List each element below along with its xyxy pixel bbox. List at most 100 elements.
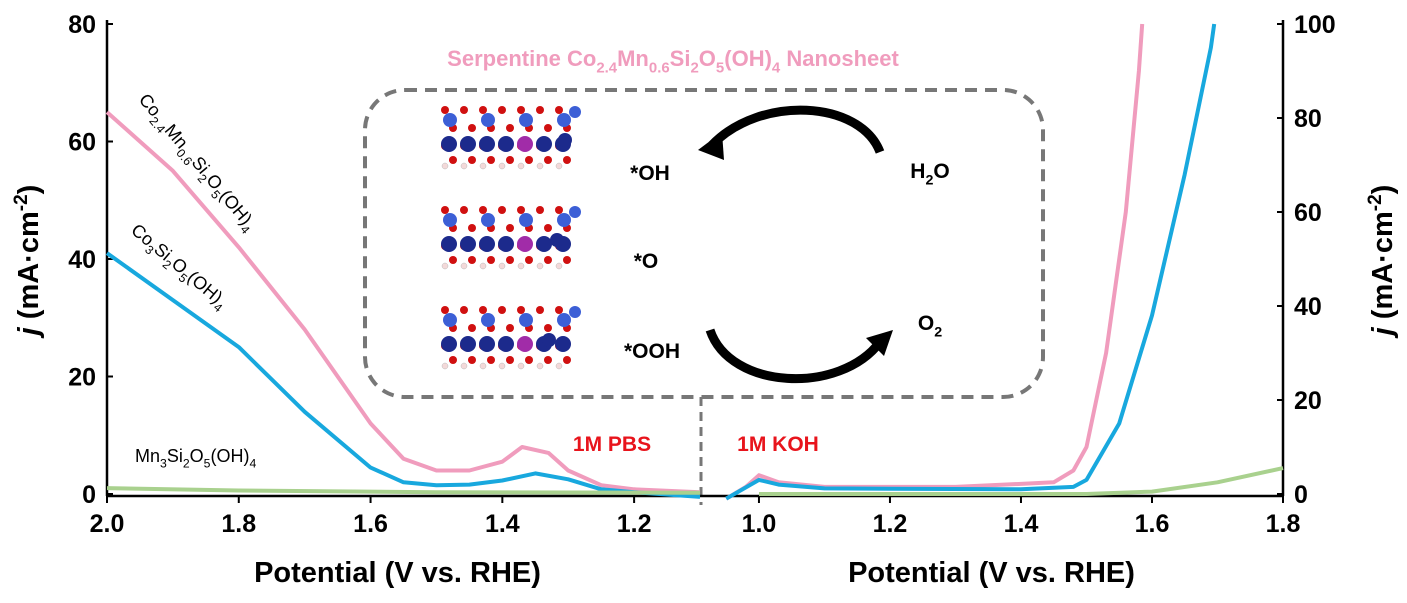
atom <box>569 206 581 218</box>
x-tick-label: 1.6 <box>353 510 388 538</box>
x-tick-label: 1.0 <box>742 510 777 538</box>
atom <box>517 262 525 270</box>
y-tick-label: 80 <box>68 11 96 39</box>
atom <box>542 333 556 347</box>
inset-label: O2 <box>918 312 942 340</box>
atom <box>536 106 544 114</box>
atom <box>479 236 495 252</box>
atom <box>555 106 563 114</box>
text-part: 2 <box>934 324 942 340</box>
text-part: Si <box>167 446 183 466</box>
x-axis-label: Potential (V vs. RHE) <box>848 557 1135 589</box>
atom <box>468 224 476 232</box>
atom <box>498 362 506 370</box>
text-part: -2 <box>1365 194 1386 211</box>
atom <box>487 256 495 264</box>
structures <box>441 106 581 370</box>
text-part: H <box>910 160 925 183</box>
atom <box>460 162 468 170</box>
atom <box>517 206 525 214</box>
atom <box>506 156 514 164</box>
atom <box>498 236 514 252</box>
atom <box>517 306 525 314</box>
atom <box>479 106 487 114</box>
atom <box>479 262 487 270</box>
atom <box>525 256 533 264</box>
y-tick-label: 0 <box>82 481 96 509</box>
atom <box>441 306 449 314</box>
atom <box>506 124 514 132</box>
atom <box>479 336 495 352</box>
text-part: Serpentine Co <box>447 46 596 71</box>
atom <box>558 133 572 147</box>
text-part: 5 <box>716 60 724 77</box>
cycle-arrow <box>708 105 885 154</box>
atom <box>517 162 525 170</box>
atom <box>544 324 552 332</box>
text-part: ) <box>13 185 45 195</box>
atom <box>555 262 563 270</box>
y2-tick-label: 100 <box>1294 11 1336 39</box>
atom <box>544 124 552 132</box>
atom <box>479 206 487 214</box>
y2-tick-label: 80 <box>1294 105 1322 133</box>
atom <box>449 156 457 164</box>
atom <box>555 362 563 370</box>
atom <box>506 256 514 264</box>
atom <box>443 113 457 127</box>
atom <box>468 256 476 264</box>
atom <box>557 213 571 227</box>
atom <box>481 113 495 127</box>
text-part: 5 <box>204 456 211 470</box>
atom <box>468 156 476 164</box>
series-label: Co3Si2O5(OH)4 <box>125 220 232 315</box>
atom <box>441 136 457 152</box>
text-part: Co <box>135 90 165 120</box>
annotation: 1M PBS <box>573 433 651 456</box>
text-part: 3 <box>160 456 167 470</box>
x-tick-label: 1.8 <box>1266 510 1301 538</box>
atom <box>460 336 476 352</box>
atom <box>498 262 506 270</box>
atom <box>468 124 476 132</box>
atom <box>517 136 533 152</box>
atom <box>449 356 457 364</box>
y2-tick-label: 20 <box>1294 387 1322 415</box>
atom <box>555 206 563 214</box>
x-tick-label: 2.0 <box>90 510 125 538</box>
atom <box>544 356 552 364</box>
atom <box>441 336 457 352</box>
atom <box>498 206 506 214</box>
text-part: Mn <box>617 46 649 71</box>
arrow-head <box>866 330 893 356</box>
atom <box>468 356 476 364</box>
inset-label: *OH <box>630 162 670 185</box>
text-part: (mA·cm <box>1367 211 1399 327</box>
text-part: (mA·cm <box>13 211 45 327</box>
atom <box>441 262 449 270</box>
atom <box>536 306 544 314</box>
atom <box>569 106 581 118</box>
atom <box>460 206 468 214</box>
atom <box>441 106 449 114</box>
x-tick-label: 1.4 <box>485 510 520 538</box>
text-part: j <box>1367 326 1399 339</box>
series-label: Co2.4Mn0.6Si2O5(OH)4 <box>132 90 261 237</box>
x-tick-label: 1.2 <box>873 510 908 538</box>
atom <box>441 362 449 370</box>
x-tick-label: 1.8 <box>221 510 256 538</box>
text-part: O <box>190 446 204 466</box>
atom <box>481 313 495 327</box>
atom <box>506 224 514 232</box>
atom <box>517 106 525 114</box>
series-label: Mn3Si2O5(OH)4 <box>135 446 256 470</box>
atom <box>563 256 571 264</box>
atom <box>555 306 563 314</box>
data-line <box>105 110 701 495</box>
atom <box>441 162 449 170</box>
text-part: Nanosheet <box>780 46 899 71</box>
atom <box>498 306 506 314</box>
inset-label: *OOH <box>624 340 680 363</box>
inset-frame <box>363 88 1045 399</box>
